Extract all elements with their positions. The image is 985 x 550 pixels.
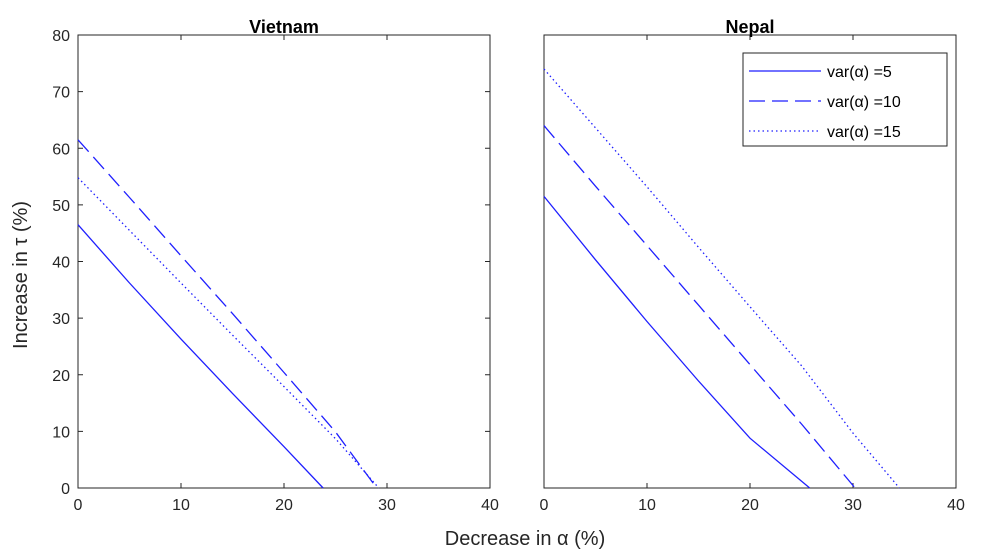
series-line-1-2 (543, 68, 900, 489)
series-line-0-0 (77, 224, 324, 489)
panel-0: 0 10 20 30 40 0 10 20 30 40 50 60 70 80 Vietnam (52, 17, 499, 514)
y-tick-label-0-2: 20 (52, 368, 70, 385)
y-axis-label: Increase in τ (%) (10, 201, 32, 349)
legend-entry-2: var(α) =15 (827, 124, 901, 141)
series-line-1-1 (543, 125, 856, 489)
legend-1: var(α) =5 var(α) =10 var(α) =15 (742, 52, 948, 147)
series-line-1-0 (543, 195, 811, 489)
x-tick-label-1-4: 40 (947, 497, 965, 514)
y-tick-label-0-5: 50 (52, 198, 70, 215)
y-tick-label-0-4: 40 (52, 255, 70, 272)
y-tick-label-0-1: 10 (52, 424, 70, 441)
panel-title-1: Nepal (725, 17, 774, 37)
x-tick-label-0-4: 40 (481, 497, 499, 514)
x-tick-label-1-0: 0 (540, 497, 549, 514)
series-line-0-1 (77, 139, 378, 489)
panel-title-0: Vietnam (249, 17, 319, 37)
x-tick-label-0-2: 20 (275, 497, 293, 514)
x-tick-label-0-3: 30 (378, 497, 396, 514)
series-line-0-2 (77, 177, 380, 489)
y-tick-label-0-0: 0 (61, 481, 70, 498)
x-tick-label-1-1: 10 (638, 497, 656, 514)
x-tick-label-0-0: 0 (74, 497, 83, 514)
y-tick-label-0-6: 60 (52, 141, 70, 158)
legend-entry-1: var(α) =10 (827, 94, 901, 111)
x-tick-label-1-2: 20 (741, 497, 759, 514)
y-tick-label-0-7: 70 (52, 85, 70, 102)
y-tick-label-0-3: 30 (52, 311, 70, 328)
panels: 0 10 20 30 40 0 10 20 30 40 50 60 70 80 Vietnam 0 10 20 30… (52, 17, 965, 514)
x-axis-label: Decrease in α (%) (445, 528, 606, 550)
x-tick-label-1-3: 30 (844, 497, 862, 514)
legend-entry-0: var(α) =5 (827, 64, 892, 81)
y-tick-label-0-8: 80 (52, 28, 70, 45)
plot-area-0 (77, 34, 491, 489)
x-tick-label-0-1: 10 (172, 497, 190, 514)
